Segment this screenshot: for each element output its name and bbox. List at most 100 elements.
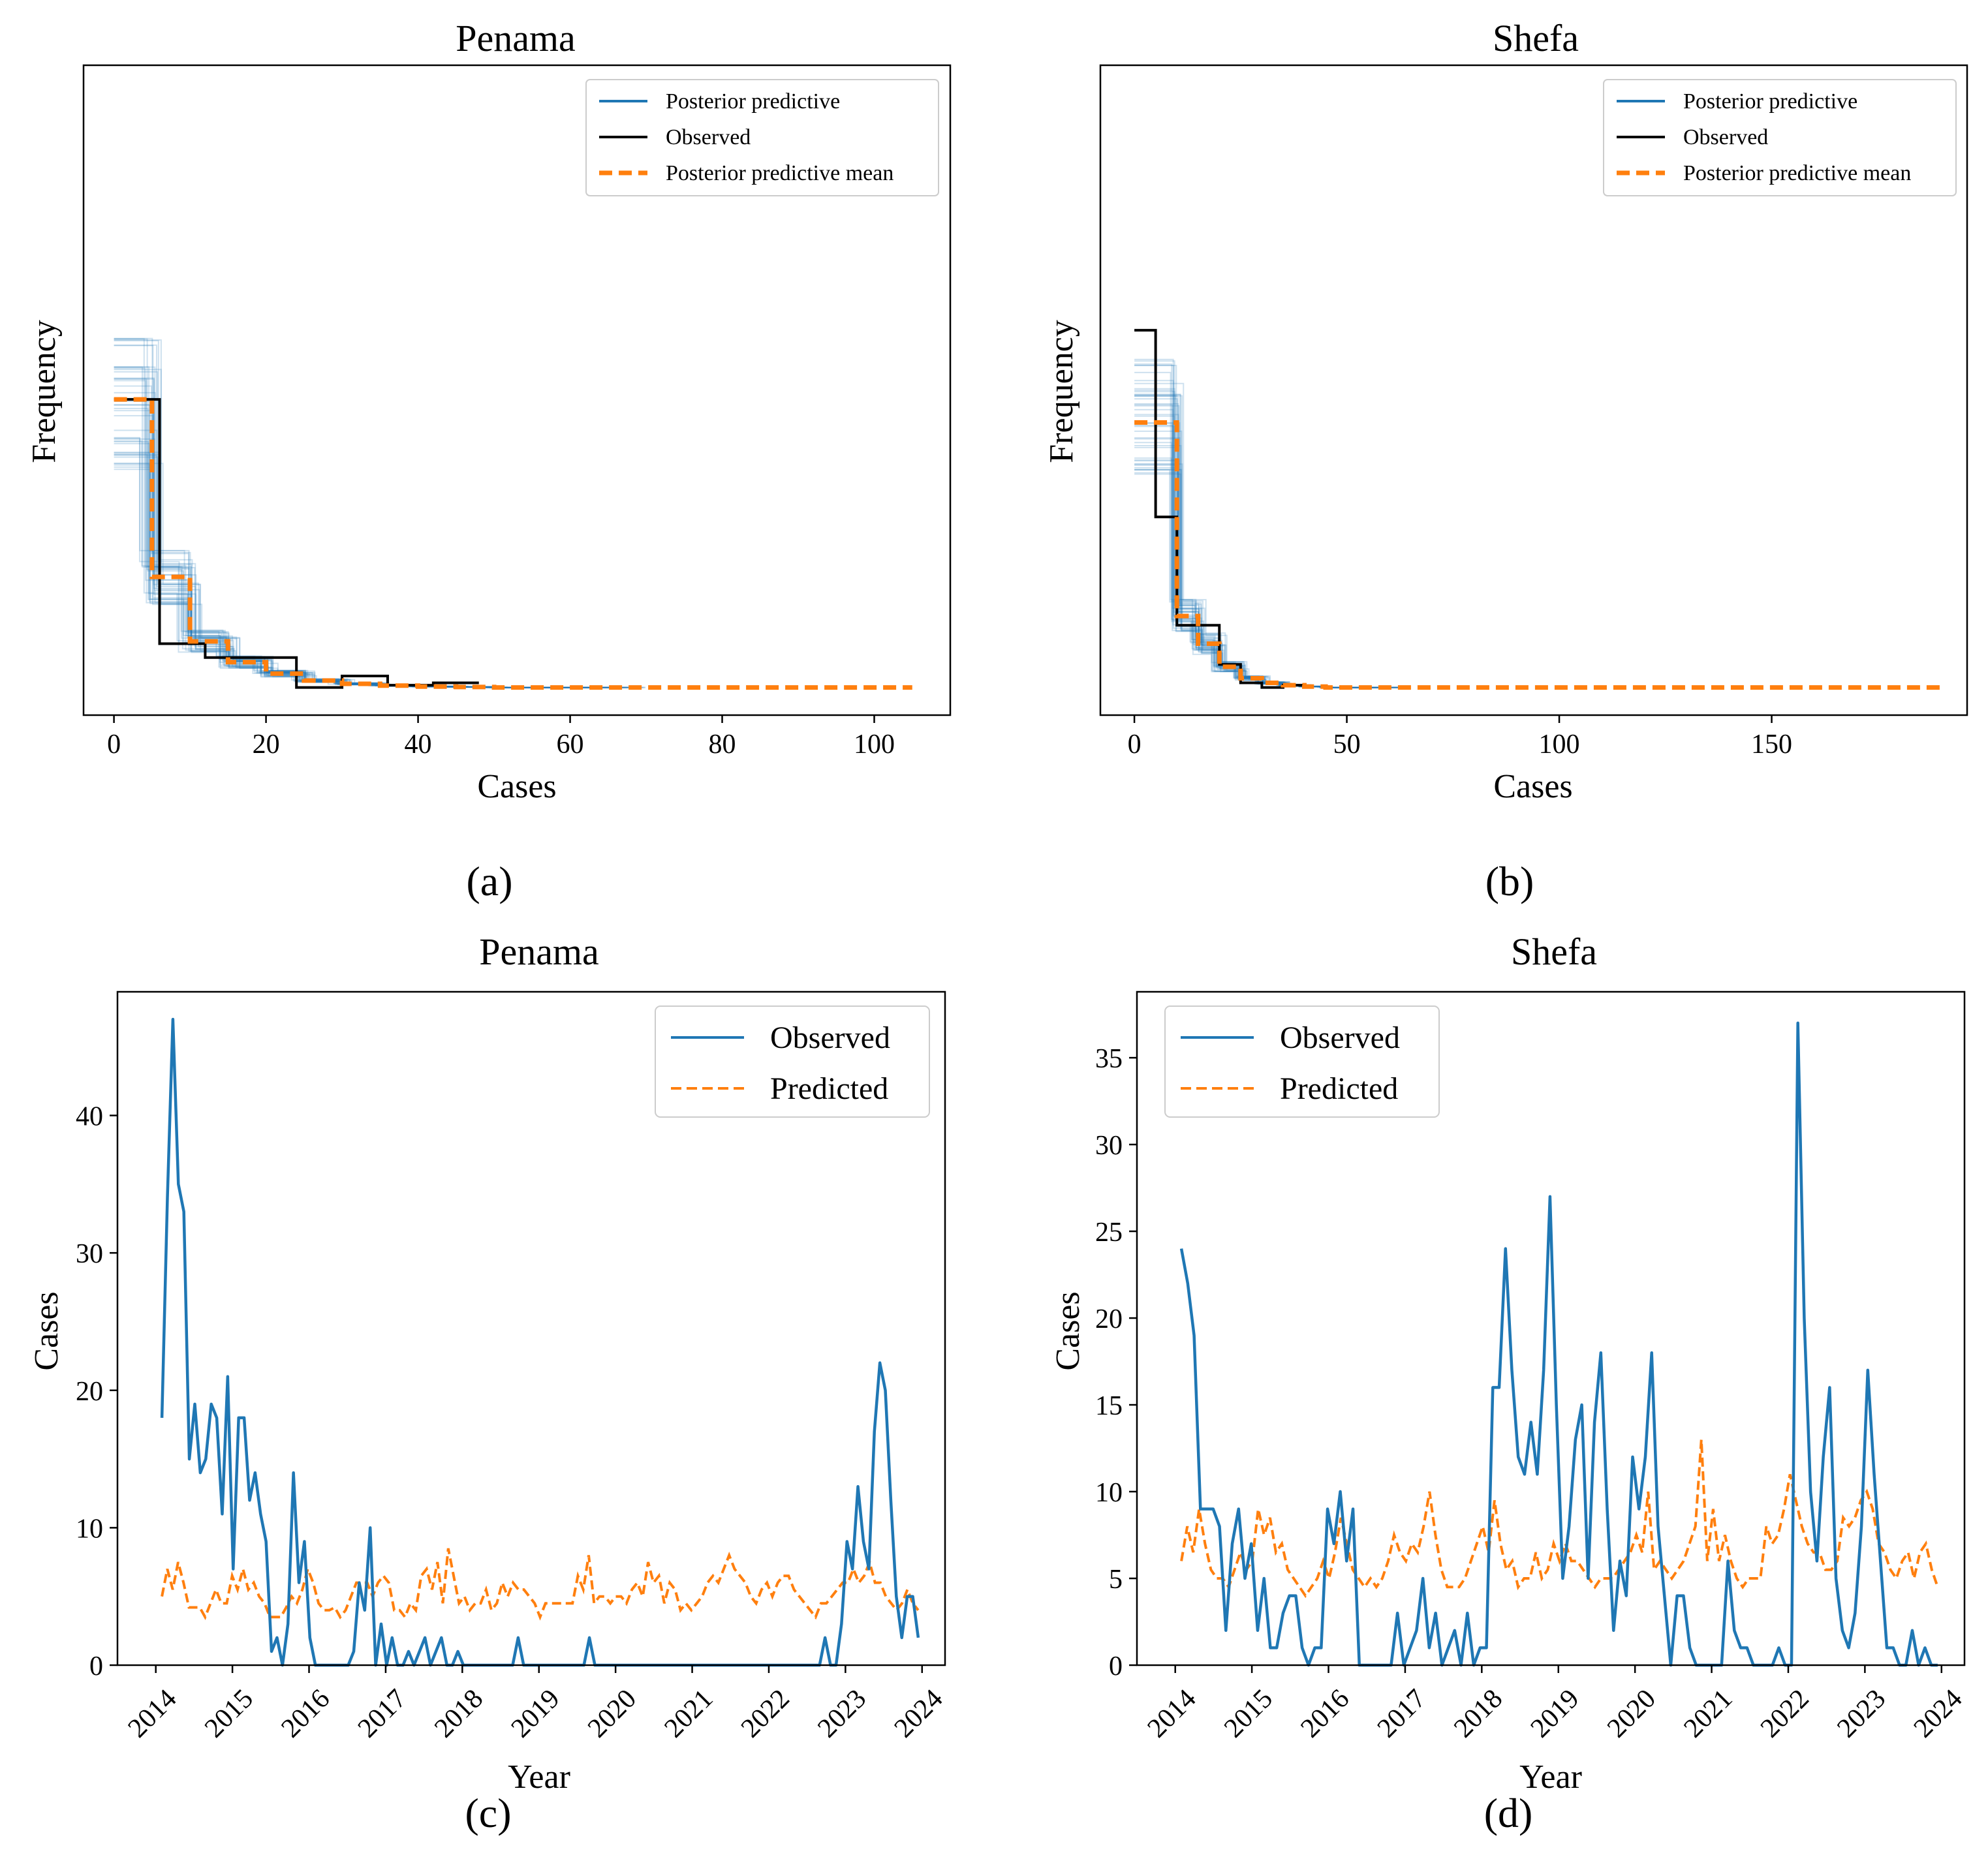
y-ticks: 0 10 20 30 40 <box>76 1102 117 1681</box>
posterior-draw-line <box>114 453 567 688</box>
posterior-draw-line <box>114 466 602 688</box>
x-tick-label: 2015 <box>1219 1683 1279 1743</box>
x-tick-label: 2016 <box>275 1683 335 1743</box>
x-tick-label: 2017 <box>1372 1683 1432 1743</box>
panel-b: Shefa 0 50 100 150 Cases Frequency Posterio… <box>994 0 1988 927</box>
legend: Posterior predictive Observed Posterior … <box>1603 79 1957 196</box>
predicted-line <box>1180 1439 1939 1599</box>
posterior-draw-line <box>114 463 595 688</box>
legend-posterior-predictive-mean: Posterior predictive mean <box>1683 161 1911 185</box>
x-tick-label: 2017 <box>352 1683 412 1743</box>
chart-shefa-histogram: Shefa 0 50 100 150 Cases Frequency Posterio… <box>1043 17 1968 904</box>
y-tick-label: 0 <box>89 1651 103 1681</box>
chart-penama-histogram: Penama 0 20 40 60 80 100 Cases Frequency Post… <box>25 17 952 904</box>
y-tick-label: 35 <box>1095 1044 1123 1074</box>
y-axis-label: Cases <box>28 1291 65 1370</box>
x-tick-label: 2024 <box>1908 1683 1968 1743</box>
predicted-line <box>161 1548 920 1621</box>
x-tick-label: 2018 <box>1448 1683 1508 1743</box>
y-axis-label: Frequency <box>25 320 63 463</box>
y-tick-label: 20 <box>1095 1304 1123 1334</box>
legend: Observed Predicted <box>1164 1005 1440 1118</box>
posterior-draw-line <box>114 378 644 688</box>
x-tick-label: 80 <box>709 729 736 760</box>
posterior-draw-line <box>1134 371 1375 688</box>
x-tick-label: 20 <box>253 729 280 760</box>
y-axis-label: Frequency <box>1043 320 1080 463</box>
panel-c: Penama 2014 2015 2016 2017 2018 2019 2020 2021 2… <box>0 927 994 1854</box>
x-tick-label: 2016 <box>1295 1683 1355 1743</box>
chart-title: Shefa <box>1511 930 1597 973</box>
x-axis-label: Cases <box>477 768 556 805</box>
panel-label: (d) <box>1484 1790 1533 1836</box>
chart-title: Penama <box>456 17 576 59</box>
x-tick-label: 2020 <box>1602 1683 1662 1743</box>
legend-predicted: Predicted <box>770 1071 888 1106</box>
panel-label: (a) <box>466 858 512 904</box>
posterior-draw-line <box>114 415 646 688</box>
x-tick-label: 40 <box>405 729 432 760</box>
y-tick-label: 30 <box>76 1239 103 1269</box>
x-tick-label: 100 <box>1539 729 1580 760</box>
posterior-draw-line <box>1134 442 1360 688</box>
plot-area <box>1099 64 1968 716</box>
y-tick-label: 5 <box>1109 1565 1123 1595</box>
series-lines <box>114 397 912 690</box>
x-tick-label: 2021 <box>659 1683 719 1743</box>
x-tick-label: 60 <box>557 729 584 760</box>
y-tick-label: 15 <box>1095 1391 1123 1421</box>
chart-title: Shefa <box>1493 17 1579 59</box>
x-tick-label: 2020 <box>582 1683 642 1743</box>
posterior-draw-line <box>1134 468 1364 688</box>
legend-posterior-predictive: Posterior predictive <box>666 89 840 114</box>
x-tick-label: 2022 <box>1755 1683 1815 1743</box>
panel-label: (c) <box>465 1790 511 1836</box>
series-lines <box>1134 329 1942 690</box>
x-tick-label: 2023 <box>812 1683 872 1743</box>
legend-posterior-predictive-mean: Posterior predictive mean <box>666 161 893 185</box>
posterior-draw-line <box>114 367 620 688</box>
x-axis-label: Year <box>508 1758 570 1796</box>
x-tick-label: 2019 <box>506 1683 566 1743</box>
observed-step-line <box>1134 329 1305 689</box>
x-tick-label: 2021 <box>1678 1683 1738 1743</box>
y-tick-label: 40 <box>76 1102 103 1132</box>
x-tick-label: 100 <box>854 729 895 760</box>
series-lines <box>1179 1021 1939 1667</box>
x-tick-label: 2023 <box>1831 1683 1891 1743</box>
legend: Observed Predicted <box>655 1005 930 1118</box>
legend-predicted: Predicted <box>1280 1071 1398 1106</box>
x-tick-label: 2019 <box>1525 1683 1585 1743</box>
x-tick-label: 50 <box>1333 729 1361 760</box>
x-tick-label: 2018 <box>429 1683 489 1743</box>
y-tick-label: 30 <box>1095 1131 1123 1161</box>
posterior-draw-line <box>114 407 637 688</box>
chart-penama-timeseries: Penama 2014 2015 2016 2017 2018 2019 2020 2021 2… <box>28 930 949 1836</box>
observed-line <box>1179 1021 1938 1667</box>
x-tick-label: 0 <box>107 729 121 760</box>
chart-shefa-timeseries: Shefa 2014 2015 2016 2017 2018 2019 2020 2021 20… <box>1049 930 1968 1836</box>
plot-area <box>1136 990 1966 1666</box>
y-tick-label: 25 <box>1095 1218 1123 1248</box>
plot-area <box>116 990 946 1666</box>
legend: Posterior predictive Observed Posterior … <box>585 79 939 196</box>
posterior-draw-line <box>114 366 621 688</box>
x-axis-label: Year <box>1519 1758 1582 1796</box>
posterior-mean-line <box>1134 420 1942 690</box>
legend-observed: Observed <box>666 125 751 149</box>
posterior-draw-line <box>1134 469 1387 688</box>
y-ticks: 0 5 10 15 20 25 30 35 <box>1095 1044 1137 1681</box>
x-axis-label: Cases <box>1493 768 1572 805</box>
panel-label: (b) <box>1485 858 1534 904</box>
posterior-draw-line <box>114 380 583 688</box>
posterior-draw-line <box>114 440 559 688</box>
legend-observed: Observed <box>770 1021 890 1055</box>
x-tick-label: 0 <box>1128 729 1142 760</box>
y-tick-label: 10 <box>76 1514 103 1544</box>
posterior-draws <box>114 337 646 688</box>
x-ticks: 0 20 40 60 80 100 <box>107 715 895 760</box>
x-tick-label: 2014 <box>1142 1683 1202 1743</box>
y-axis-label: Cases <box>1049 1291 1087 1370</box>
y-tick-label: 20 <box>76 1377 103 1407</box>
posterior-draw-line <box>114 410 558 688</box>
